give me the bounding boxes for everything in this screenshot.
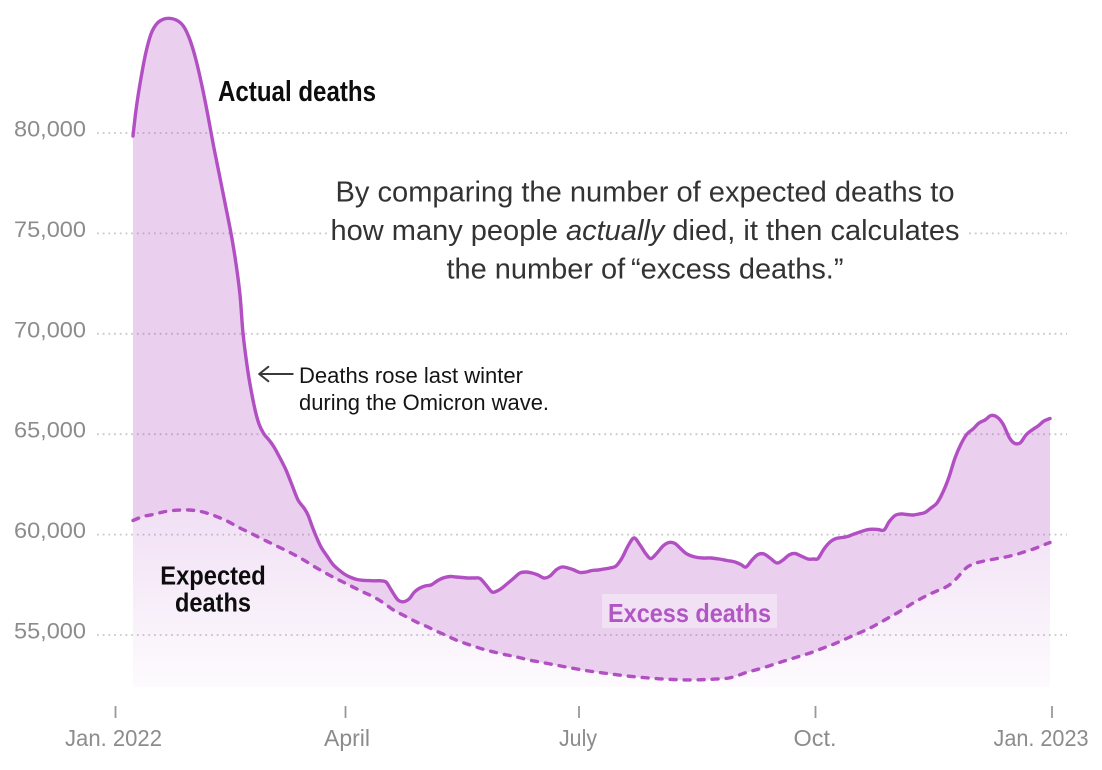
svg-text:deaths: deaths	[175, 590, 251, 618]
svg-text:60,000: 60,000	[14, 518, 86, 543]
svg-text:July: July	[559, 725, 597, 751]
svg-text:how many people actually died,: how many people actually died, it then c…	[331, 215, 960, 247]
svg-text:April: April	[324, 725, 370, 751]
svg-text:70,000: 70,000	[14, 317, 86, 342]
svg-text:80,000: 80,000	[14, 117, 86, 142]
svg-text:during the Omicron wave.: during the Omicron wave.	[299, 390, 549, 415]
svg-text:Actual deaths: Actual deaths	[218, 76, 376, 108]
svg-text:65,000: 65,000	[14, 418, 86, 443]
svg-text:By comparing the number of exp: By comparing the number of expected deat…	[336, 177, 955, 209]
svg-text:Expected: Expected	[160, 563, 266, 591]
svg-text:Jan. 2023: Jan. 2023	[994, 725, 1089, 751]
svg-text:Deaths rose last winter: Deaths rose last winter	[299, 363, 523, 388]
svg-text:Jan. 2022: Jan. 2022	[65, 725, 162, 751]
svg-text:75,000: 75,000	[14, 217, 86, 242]
svg-text:Excess deaths: Excess deaths	[608, 598, 771, 628]
svg-text:55,000: 55,000	[14, 619, 86, 644]
svg-text:the number of “excess deaths.”: the number of “excess deaths.”	[447, 254, 844, 286]
svg-text:Oct.: Oct.	[794, 725, 837, 751]
